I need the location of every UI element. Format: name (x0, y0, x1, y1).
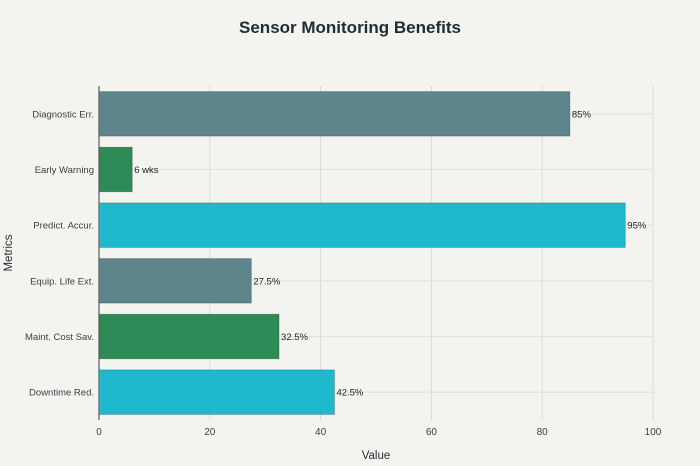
category-label: Diagnostic Err. (32, 109, 94, 120)
data-label: 95% (627, 221, 647, 232)
category-label: Early Warning (35, 165, 94, 176)
x-tick-label: 20 (204, 427, 216, 438)
bar (98, 313, 280, 360)
data-label: 27.5% (253, 276, 280, 287)
x-tick-label: 80 (537, 427, 549, 438)
chart-title: Sensor Monitoring Benefits (239, 18, 461, 37)
bar (98, 258, 252, 304)
x-tick-label: 0 (96, 427, 102, 438)
data-label: 85% (572, 109, 592, 120)
bar (98, 91, 571, 137)
category-label: Predict. Accur. (33, 221, 94, 232)
bar (98, 202, 626, 248)
x-tick-label: 100 (645, 427, 662, 438)
x-tick-label: 60 (426, 427, 438, 438)
data-label: 32.5% (281, 332, 308, 343)
category-label: Maint. Cost Sav. (25, 332, 94, 343)
x-axis-title: Value (362, 450, 391, 462)
category-label: Downtime Red. (29, 388, 94, 399)
y-axis-title: Metrics (3, 234, 15, 271)
category-label: Equip. Life Ext. (30, 276, 94, 287)
bar (98, 146, 133, 193)
data-label: 42.5% (336, 388, 363, 399)
x-tick-label: 40 (315, 427, 327, 438)
data-label: 6 wks (134, 165, 159, 176)
bar (98, 369, 335, 415)
